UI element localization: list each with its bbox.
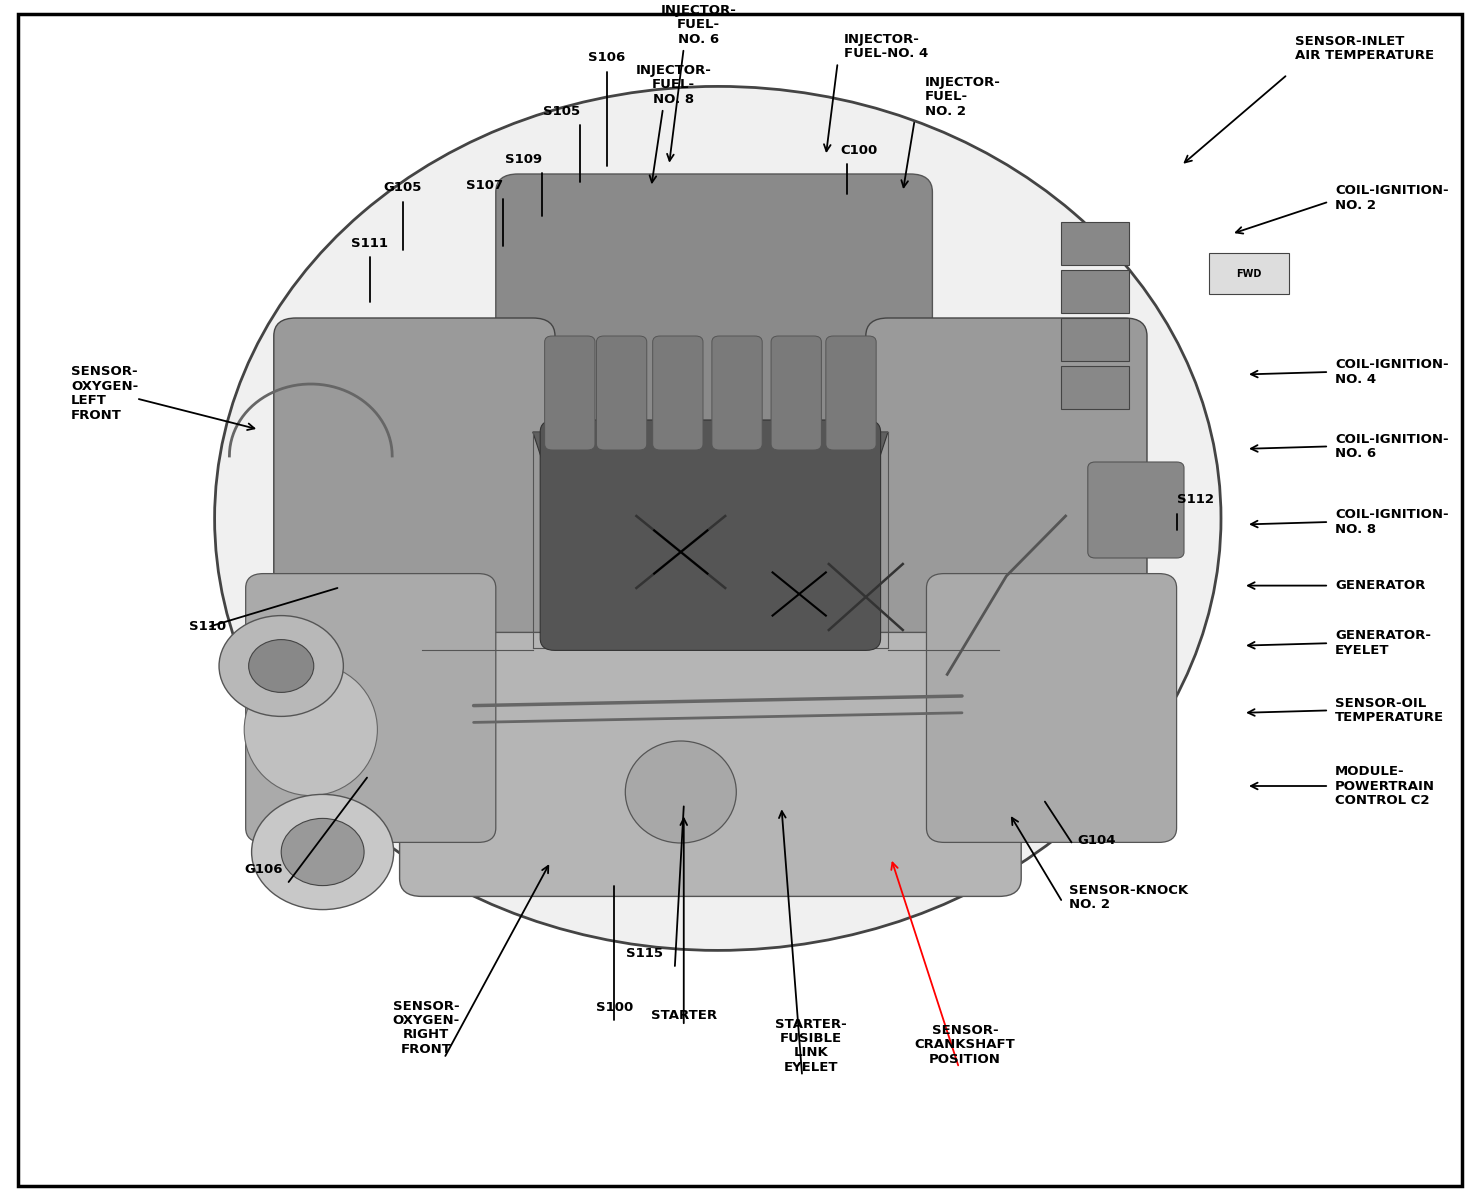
Text: INJECTOR-
FUEL-
NO. 6: INJECTOR- FUEL- NO. 6 [660,4,737,46]
Text: SENSOR-
OXYGEN-
RIGHT
FRONT: SENSOR- OXYGEN- RIGHT FRONT [392,1000,460,1056]
Text: COIL-IGNITION-
NO. 4: COIL-IGNITION- NO. 4 [1335,359,1449,385]
Text: COIL-IGNITION-
NO. 8: COIL-IGNITION- NO. 8 [1335,509,1449,535]
FancyBboxPatch shape [1061,270,1129,313]
Text: G106: G106 [244,863,283,876]
Text: INJECTOR-
FUEL-NO. 4: INJECTOR- FUEL-NO. 4 [844,32,928,60]
Text: COIL-IGNITION-
NO. 6: COIL-IGNITION- NO. 6 [1335,433,1449,460]
FancyBboxPatch shape [596,336,647,450]
FancyBboxPatch shape [1061,318,1129,361]
Text: GENERATOR-
EYELET: GENERATOR- EYELET [1335,630,1431,656]
FancyBboxPatch shape [496,174,932,450]
FancyBboxPatch shape [1061,222,1129,265]
Text: S115: S115 [626,947,663,960]
Text: G105: G105 [383,181,422,194]
FancyBboxPatch shape [866,318,1147,666]
Text: SENSOR-
CRANKSHAFT
POSITION: SENSOR- CRANKSHAFT POSITION [915,1024,1015,1066]
Text: S100: S100 [595,1001,633,1014]
Text: S107: S107 [466,179,503,192]
Text: SENSOR-INLET
AIR TEMPERATURE: SENSOR-INLET AIR TEMPERATURE [1295,35,1434,62]
FancyBboxPatch shape [246,574,496,842]
FancyBboxPatch shape [400,632,1021,896]
Circle shape [249,640,314,692]
Text: SENSOR-KNOCK
NO. 2: SENSOR-KNOCK NO. 2 [1069,884,1187,911]
FancyBboxPatch shape [653,336,703,450]
Text: FWD: FWD [1236,269,1262,278]
Text: C100: C100 [841,144,878,157]
FancyBboxPatch shape [1209,253,1289,294]
Text: S112: S112 [1177,493,1214,506]
Ellipse shape [215,86,1221,950]
FancyBboxPatch shape [926,574,1177,842]
Text: G104: G104 [1077,834,1116,846]
FancyBboxPatch shape [712,336,762,450]
Text: INJECTOR-
FUEL-
NO. 2: INJECTOR- FUEL- NO. 2 [925,76,1000,118]
Text: S110: S110 [189,620,226,632]
Text: SENSOR-OIL
TEMPERATURE: SENSOR-OIL TEMPERATURE [1335,697,1444,724]
Text: S111: S111 [352,236,388,250]
FancyBboxPatch shape [826,336,876,450]
Circle shape [219,616,343,716]
FancyBboxPatch shape [1061,366,1129,409]
Text: INJECTOR-
FUEL-
NO. 8: INJECTOR- FUEL- NO. 8 [635,64,712,106]
Text: STARTER-
FUSIBLE
LINK
EYELET: STARTER- FUSIBLE LINK EYELET [776,1018,847,1074]
Text: STARTER: STARTER [651,1009,716,1022]
FancyBboxPatch shape [771,336,821,450]
FancyBboxPatch shape [1088,462,1184,558]
Ellipse shape [244,664,377,796]
Text: S106: S106 [588,50,626,64]
FancyBboxPatch shape [545,336,595,450]
Polygon shape [533,432,888,612]
Circle shape [252,794,394,910]
FancyBboxPatch shape [540,420,881,650]
Text: COIL-IGNITION-
NO. 2: COIL-IGNITION- NO. 2 [1335,185,1449,211]
Text: S105: S105 [543,104,580,118]
Text: GENERATOR: GENERATOR [1335,580,1425,592]
Text: MODULE-
POWERTRAIN
CONTROL C2: MODULE- POWERTRAIN CONTROL C2 [1335,766,1436,808]
Text: S109: S109 [505,152,542,166]
Text: SENSOR-
OXYGEN-
LEFT
FRONT: SENSOR- OXYGEN- LEFT FRONT [71,365,138,422]
Ellipse shape [626,740,737,842]
Circle shape [281,818,364,886]
FancyBboxPatch shape [274,318,555,666]
